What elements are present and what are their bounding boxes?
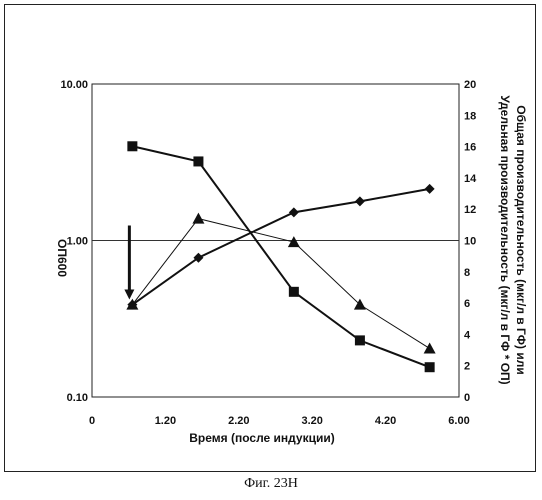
y-left-axis-title: ОП600 [55, 239, 69, 277]
square-marker [425, 362, 435, 372]
y-left-tick-label: 0.10 [67, 392, 88, 404]
square-marker [289, 287, 299, 297]
y-right-tick-label: 4 [464, 329, 471, 341]
figure-caption: Фиг. 23H [0, 476, 542, 492]
x-tick-label: 1.20 [155, 415, 176, 427]
y-right-tick-label: 6 [464, 298, 470, 310]
y-left-tick-label: 10.00 [60, 79, 88, 91]
y-right-tick-label: 14 [464, 173, 477, 185]
square-marker [355, 335, 365, 345]
y-right-tick-label: 2 [464, 361, 470, 373]
y-right-tick-label: 10 [464, 236, 476, 248]
y-right-axis-title-line2: Удельная производительность (мкг/л в ГФ … [498, 95, 512, 384]
x-tick-label: 3.20 [301, 415, 322, 427]
x-tick-label: 0 [89, 415, 95, 427]
y-right-tick-label: 18 [464, 110, 476, 122]
y-right-tick-label: 12 [464, 204, 476, 216]
y-right-tick-label: 16 [464, 142, 476, 154]
x-tick-label: 6.00 [448, 415, 469, 427]
y-right-tick-label: 8 [464, 267, 470, 279]
x-axis-title: Время (после индукции) [189, 431, 334, 445]
square-marker [127, 141, 137, 151]
chart: 01.202.203.204.206.00 0.101.0010.00 0246… [0, 0, 542, 476]
x-tick-label: 2.20 [228, 415, 249, 427]
square-marker [193, 156, 203, 166]
y-right-tick-label: 0 [464, 392, 470, 404]
y-right-axis-title-line1: Общая производительность (мкг/л в ГФ) ил… [514, 105, 528, 375]
y-right-tick-label: 20 [464, 79, 476, 91]
x-tick-label: 4.20 [375, 415, 396, 427]
